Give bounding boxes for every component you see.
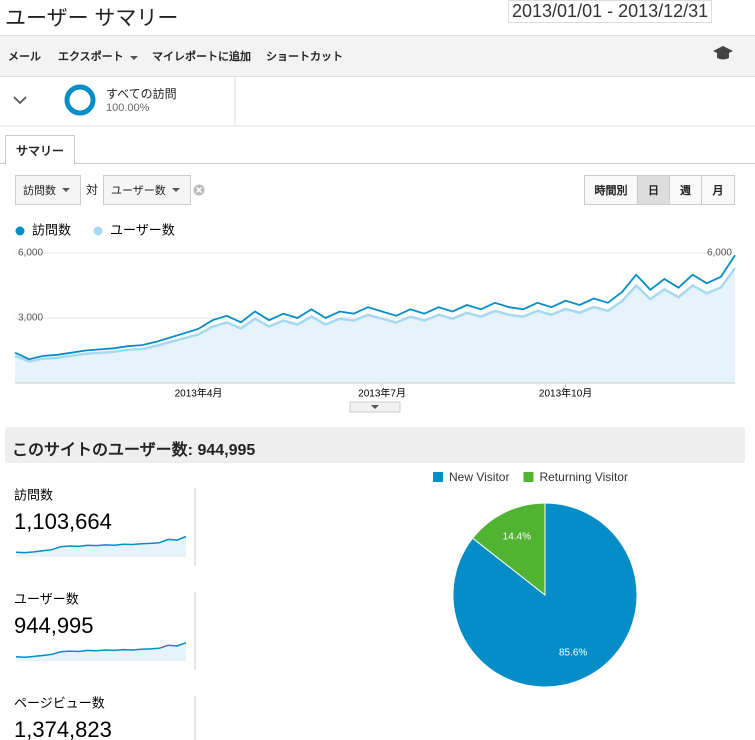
legend-dot (15, 226, 25, 236)
segment-name[interactable]: すべての訪問 (106, 87, 177, 101)
sparkline (15, 535, 187, 554)
tab-line (0, 163, 755, 164)
line (14, 267, 737, 363)
tab[interactable]: サマリー (5, 135, 75, 165)
granularity-button[interactable]: 時間別 (584, 175, 638, 205)
pie-chart: New Visitor Returning Visitor 85.6% 14.4% (433, 470, 638, 688)
area (15, 268, 735, 383)
metric-value: 944,995 (14, 613, 94, 638)
legend-dot (93, 226, 103, 236)
granularity-button[interactable]: 週 (669, 175, 702, 205)
x-tick-label: 2013年7月 (358, 387, 406, 400)
metric-value: 1,374,823 (14, 717, 112, 740)
slice-label: 14.4% (503, 532, 531, 543)
toolbar-item[interactable]: エクスポート (58, 48, 138, 64)
segment-percent: 100.00% (106, 102, 150, 114)
legend-swatch (523, 472, 534, 482)
granularity-button[interactable]: 月 (701, 175, 735, 205)
line (14, 254, 736, 361)
y-tick-label: 3,000 (18, 313, 43, 324)
y-tick-label: 6,000 (707, 248, 732, 259)
vs-label: 対 (86, 183, 99, 197)
sparkline-area (16, 536, 186, 557)
toolbar (0, 35, 755, 77)
metric-label: ユーザー数 (14, 591, 79, 606)
metric-value: 1,103,664 (14, 509, 112, 534)
clear-icon[interactable] (193, 184, 205, 196)
toolbar-item[interactable]: ショートカット (266, 51, 343, 63)
sparkline-area (16, 642, 186, 661)
collapse-arrow (371, 405, 379, 409)
date-range[interactable]: 2013/01/01 - 2013/12/31 (508, 0, 713, 23)
y-tick-label: 6,000 (18, 248, 43, 259)
summary-heading: このサイトのユーザー数: 944,995 (12, 442, 256, 459)
pie-slice (471, 502, 546, 597)
toolbar-item[interactable]: メール (8, 51, 41, 63)
help-icon[interactable] (712, 45, 734, 61)
x-tick-label: 2013年10月 (539, 387, 592, 400)
metric-label: 訪問数 (14, 487, 53, 502)
granularity-button[interactable]: 日 (637, 175, 670, 205)
legend-label: ユーザー数 (110, 222, 175, 237)
metric-label: ページビュー数 (14, 695, 105, 710)
legend-label: New Visitor (449, 470, 509, 484)
label: ユーザー数 (111, 185, 166, 197)
legend-swatch (433, 472, 443, 482)
x-tick-label: 2013年4月 (175, 387, 223, 400)
sparkline (15, 641, 187, 658)
label: エクスポート (58, 51, 124, 63)
caret (171, 188, 180, 192)
segment-bar (0, 76, 755, 127)
metric-select[interactable]: 訪問数 (15, 175, 81, 205)
compare-select[interactable]: ユーザー数 (103, 175, 191, 205)
label: 訪問数 (23, 185, 56, 197)
line-chart: 訪問数ユーザー数3,0003,0006,0006,0002013年4月2013年… (14, 222, 737, 413)
legend-label: 訪問数 (32, 222, 71, 237)
slice-label: 85.6% (559, 648, 587, 659)
page-title: ユーザー サマリー (5, 7, 179, 30)
legend-label: Returning Visitor (539, 470, 628, 484)
toolbar-item[interactable]: マイレポートに追加 (152, 51, 251, 63)
summary-band (5, 427, 745, 463)
caret (129, 56, 138, 60)
metric-list: 訪問数 1,103,664 ユーザー数 944,995 ページビュー数 1,374,823 (14, 487, 196, 740)
caret (62, 188, 70, 192)
